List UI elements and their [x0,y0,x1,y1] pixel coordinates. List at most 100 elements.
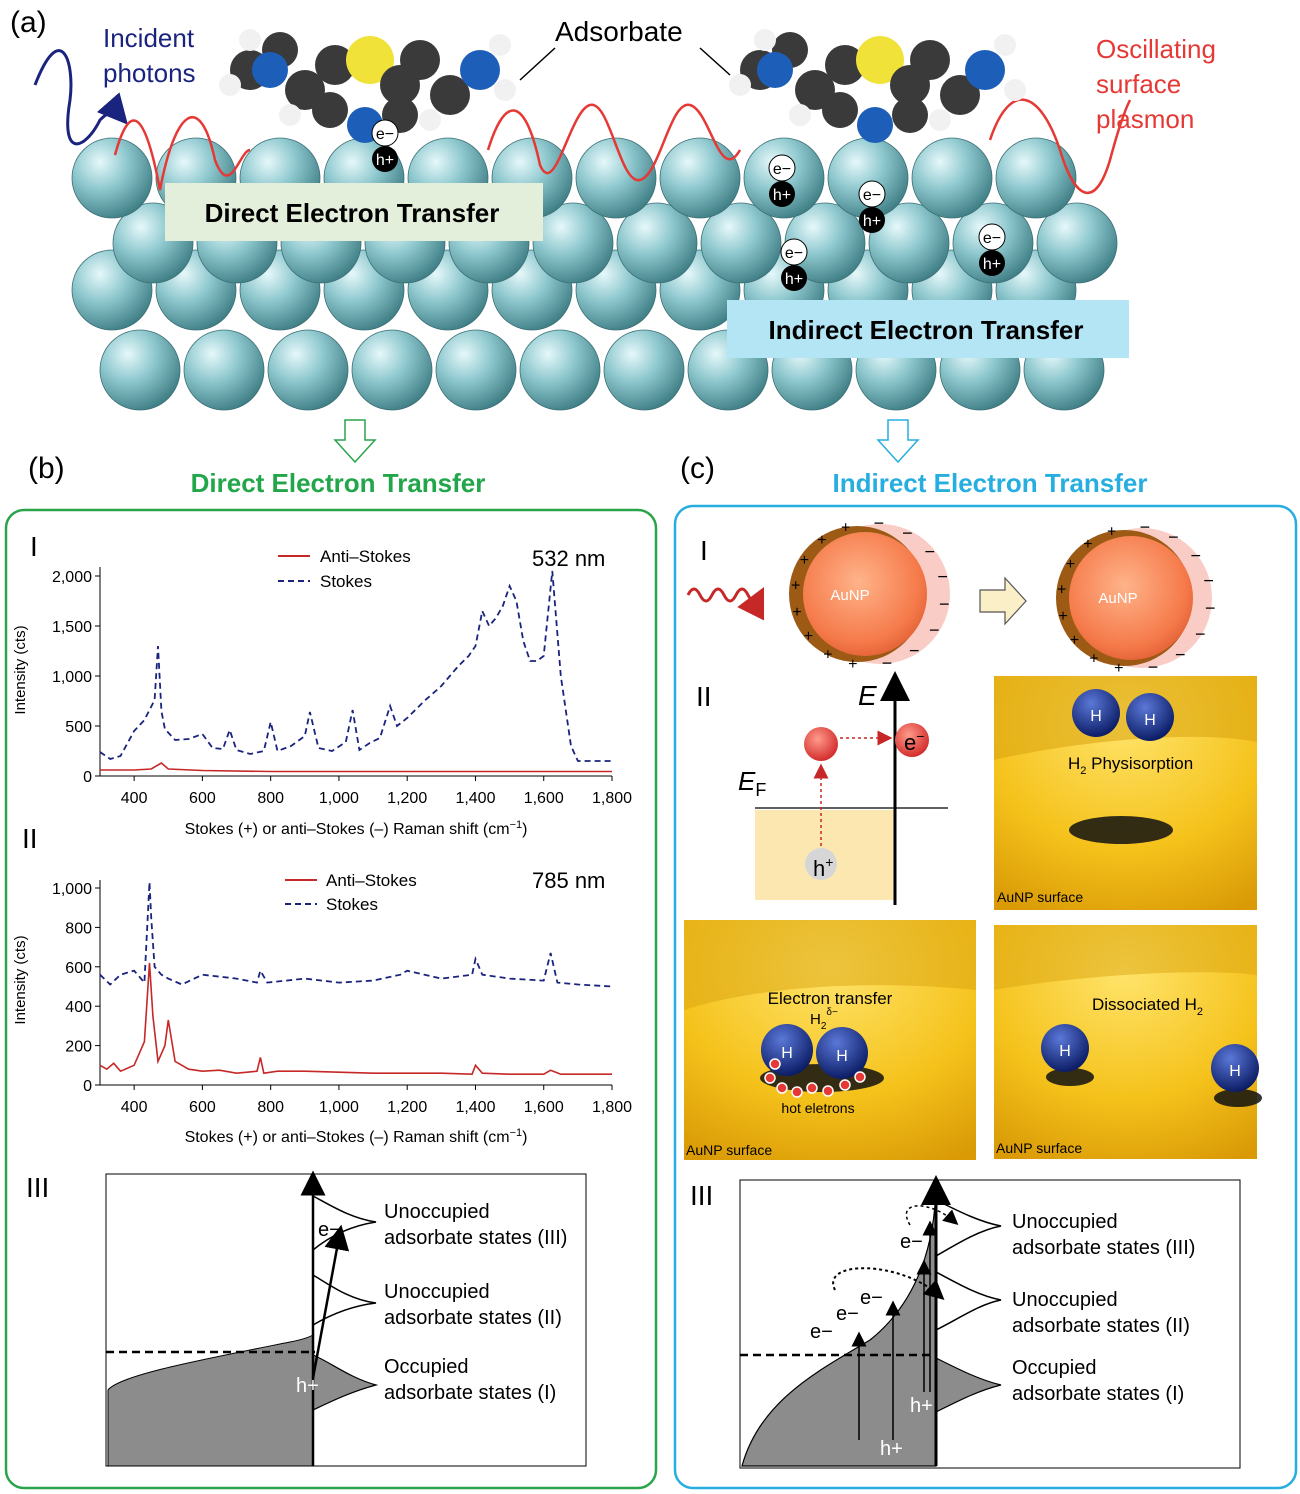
hole-symbol: h+ [376,152,394,169]
atom-lattice [71,137,1118,411]
hot-electrons-label: hot eletrons [781,1100,854,1116]
plasmon-label-1: Oscillating [1096,34,1216,64]
hole-marker [372,146,398,172]
x-tick-label: 600 [189,1099,216,1116]
surface-label-1: AuNP surface [997,889,1083,905]
y-axis-label-ii: Intensity (cts) [12,935,29,1024]
diagram-b-label-ii-1: Unoccupied [384,1281,490,1303]
panel-c-label: (c) [680,452,715,485]
negative-charge: − [1148,657,1159,677]
diagram-b-hole: h+ [296,1375,319,1397]
diagram-c-hole: h+ [880,1438,903,1460]
band-electron-label: e− [904,728,924,755]
h-atom [1072,689,1120,737]
legend-stokes-ii: Stokes [326,895,378,914]
electron-symbol: e− [773,161,791,178]
diagram-c-electron: e− [900,1231,923,1253]
positive-charge: + [823,646,832,663]
h-atom-label: H [1144,712,1156,729]
metal-atom [183,329,265,411]
h-atom-label: H [1090,708,1102,725]
x-tick-label: 1,800 [592,790,632,807]
negative-charge: − [902,523,913,543]
panel-a: (a) Incident photons Adsorbate Oscillati… [10,6,1216,464]
positive-charge: + [1057,581,1066,598]
x-axis-label-i: Stokes (+) or anti–Stokes (–) Raman shif… [185,819,528,838]
hot-electron [854,1071,866,1083]
x-tick-label: 600 [189,790,216,807]
diagram-c-label-i-1: Occupied [1012,1357,1097,1379]
adsorbate-label: Adsorbate [555,16,683,47]
down-arrow-indirect [876,419,920,464]
y-tick-label: 500 [65,719,92,736]
panel-c-frame [673,504,1298,1490]
hot-electron [806,1082,818,1094]
raman-chart-785: II 785 nm Anti–Stokes Stokes 400 600 800 1,… [12,823,632,1146]
adsorbate-pointer-left [519,47,556,81]
x-tick-label: 1,000 [319,790,359,807]
direct-transfer-box [165,183,543,241]
diagram-c-hole: h+ [910,1395,933,1417]
h-atom-label: H [836,1048,848,1065]
plasmon-label-2: surface [1096,69,1181,99]
x-tick-label: 1,600 [524,790,564,807]
panel-b-frame [4,508,658,1490]
y-tick-label: 1,000 [52,669,92,686]
nanoparticle-charges: ++++++++ − −−−−−−− ++++++++ − −−−−−−− [791,513,1215,677]
x-tick-label: 1,600 [524,1099,564,1116]
positive-charge: + [1058,608,1067,625]
incident-photons-label-2: photons [103,58,196,88]
panel-b: (b) Direct Electron Transfer I 532 nm An… [4,452,658,1490]
metal-atom [700,202,782,284]
y-tick-label: 400 [65,999,92,1016]
y-axis-label-i: Intensity (cts) [12,625,29,714]
diagram-c-label-i-2: adsorbate states (I) [1012,1383,1184,1405]
metal-atom [351,329,433,411]
band-hole-label: h+ [813,854,833,881]
hole-symbol: h+ [863,213,881,230]
diagram-c-electron: e− [810,1321,833,1343]
electron-symbol: e− [983,230,1001,247]
negative-charge: − [1175,645,1186,665]
x-axis-label-ii: Stokes (+) or anti–Stokes (–) Raman shif… [185,1127,528,1146]
negative-charge: − [1203,571,1214,591]
h-atom [816,1027,868,1079]
diagram-b-excitation-arrow [311,1224,350,1379]
chart-ii-roman: II [22,823,38,854]
x-tick-label: 400 [121,1099,148,1116]
panel-c-roman-ii: II [696,681,712,712]
stokes-series-line [99,570,612,762]
legend-stokes-i: Stokes [320,572,372,591]
adsorbate-molecule-right [729,29,1026,143]
metal-atom [868,202,950,284]
y-tick-label: 1,000 [52,881,92,898]
negative-charge: − [1205,598,1216,618]
dissociated-label: Dissociated H2 [1092,995,1203,1018]
x-tick-label: 1,800 [592,1099,632,1116]
direct-transfer-box-label: Direct Electron Transfer [205,198,500,228]
diagram-c-transfer-arrow-iii [905,1205,959,1226]
hot-electron [839,1079,851,1091]
diagram-c-transfer-arrow-ii [832,1267,945,1301]
metal-atom [71,137,153,219]
x-tick-label: 1,400 [455,1099,495,1116]
nanoparticle-1: AuNP [789,524,950,664]
positive-charge: + [1066,556,1075,573]
positive-charge: + [800,552,809,569]
hot-electrons [764,1058,866,1098]
metal-atom [575,137,657,219]
diagram-c-label-iii-2: adsorbate states (III) [1012,1237,1195,1259]
metal-atom [519,329,601,411]
hot-electron [764,1072,776,1084]
stokes-series-line [99,882,613,988]
electron-symbol: e− [376,126,394,143]
chart-i-wavelength: 532 nm [532,546,605,571]
diagram-c-occupied-peak [935,1357,1002,1413]
surface-label-2: AuNP surface [686,1142,772,1158]
band-hole [805,848,837,880]
transition-arrow [979,576,1027,626]
down-arrow-direct [333,419,377,464]
diagram-c-label-iii-1: Unoccupied [1012,1211,1118,1233]
y-tick-label: 600 [65,960,92,977]
adsorbate-molecule-left [219,29,516,143]
